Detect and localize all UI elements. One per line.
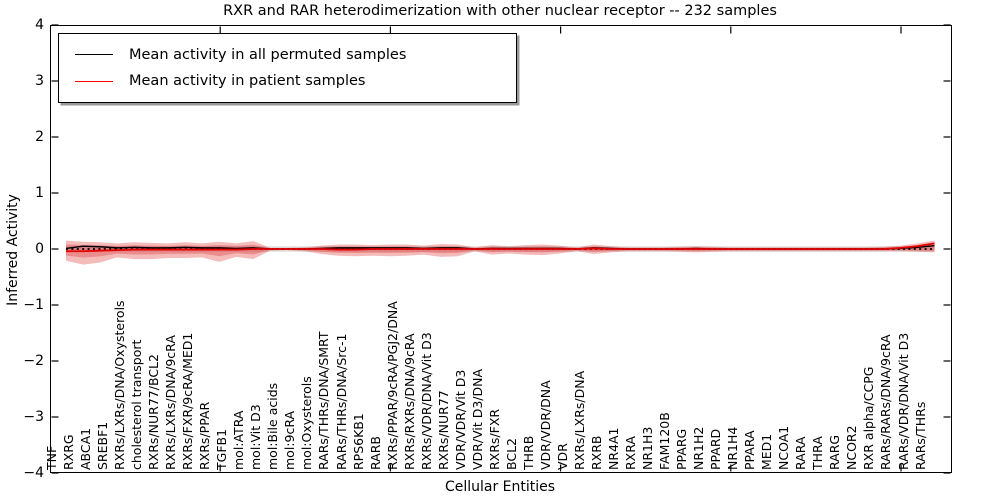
x-tick-label: RARs/THRs — [912, 401, 928, 470]
x-tick-label: cholesterol transport — [129, 339, 145, 470]
x-axis-label: Cellular Entities — [444, 479, 556, 495]
x-tick-label: ABCA1 — [78, 427, 94, 470]
x-tick-label: RXRs/PPAR — [197, 401, 213, 470]
y-tick-label: 4 — [35, 17, 44, 33]
x-tick-label: RXRB — [588, 435, 604, 470]
x-tick-label: THRB — [520, 435, 536, 470]
y-tick-label: 0 — [35, 241, 44, 257]
x-tick-label: RARG — [827, 434, 843, 470]
x-tick-label: RXRs/RXRs/DNA/9cRA — [401, 333, 417, 470]
x-tick-label: THRA — [810, 436, 826, 470]
x-tick-label: RXRs/PPAR/9cRA/PGJ2/DNA — [384, 301, 400, 470]
x-tick-label: RXRs/LXRs/DNA/9cRA — [163, 335, 179, 470]
y-axis-label: Inferred Activity — [5, 194, 21, 306]
x-tick-label: RXRs/FXR/9cRA/MED1 — [180, 332, 196, 470]
x-tick-label: NCOR2 — [844, 425, 860, 470]
y-tick-label: −3 — [23, 409, 44, 425]
x-tick-label: RXR alpha/CCPG — [861, 366, 877, 470]
x-tick-label: mol:Bile acids — [265, 382, 281, 470]
y-tick-label: −1 — [23, 297, 44, 313]
legend: Mean activity in all permuted samples Me… — [58, 33, 517, 103]
legend-item-permuted: Mean activity in all permuted samples — [59, 47, 516, 63]
x-tick-label: mol:Vit D3 — [248, 404, 264, 470]
x-tick-label: SREBF1 — [95, 421, 111, 470]
x-tick-label: RXRs/NUR77 — [435, 390, 451, 470]
x-tick-label: mol:Oxysterols — [299, 376, 315, 470]
y-tick-label: −2 — [23, 353, 44, 369]
x-tick-label: VDR — [554, 443, 570, 470]
chart-title: RXR and RAR heterodimerization with othe… — [223, 3, 777, 19]
x-tick-label: RXRG — [61, 434, 77, 470]
x-tick-label: RXRs/LXRs/DNA/Oxysterols — [112, 300, 128, 470]
legend-label: Mean activity in patient samples — [129, 73, 366, 90]
x-tick-label: PPARA — [742, 430, 758, 470]
x-tick-label: RXRs/VDR/DNA/Vit D3 — [418, 332, 434, 470]
x-tick-label: MED1 — [759, 433, 775, 470]
x-tick-label: RARs/VDR/DNA/Vit D3 — [895, 332, 911, 470]
x-tick-label: mol:9cRA — [282, 410, 298, 470]
x-tick-label: RXRA — [623, 436, 639, 470]
y-tick-label: −4 — [23, 465, 44, 481]
x-tick-label: TGFB1 — [214, 428, 230, 470]
x-tick-label: RXRs/LXRs/DNA — [571, 370, 587, 470]
y-tick-label: 2 — [35, 129, 44, 145]
x-tick-label: RXRs/FXR — [486, 408, 502, 470]
patient-line-sample-icon — [75, 80, 113, 82]
y-tick-label: 3 — [35, 73, 44, 89]
permuted-line-sample-icon — [75, 54, 113, 56]
plot-area — [50, 25, 952, 473]
x-tick-label: TNF — [44, 445, 59, 470]
x-tick-label: RARs/THRs/DNA/SMRT — [316, 331, 332, 470]
x-tick-label: FAM120B — [657, 412, 673, 470]
x-tick-label: BCL2 — [503, 437, 519, 470]
x-tick-label: RARs/RARs/DNA/9cRA — [878, 334, 894, 470]
x-tick-label: VDR/VDR/DNA — [537, 380, 553, 470]
legend-item-patient: Mean activity in patient samples — [59, 73, 516, 89]
x-tick-label: VDR/VDR/Vit D3 — [452, 369, 468, 470]
x-tick-label: NR1H3 — [640, 426, 656, 470]
x-tick-label: NR1H4 — [725, 426, 741, 470]
x-tick-label: NR4A1 — [605, 427, 621, 471]
x-tick-label: NCOA1 — [776, 425, 792, 470]
x-tick-label: PPARG — [674, 428, 690, 470]
patient-std-band-inner — [66, 244, 935, 258]
x-tick-label: RARA — [793, 436, 809, 470]
y-tick-label: 1 — [35, 185, 44, 201]
x-tick-label: RXRs/NUR77/BCL2 — [146, 354, 162, 470]
x-tick-label: VDR/Vit D3/DNA — [469, 368, 485, 470]
patient-std-band-outer — [66, 240, 935, 265]
x-tick-label: RARB — [367, 436, 383, 470]
x-tick-label: NR1H2 — [691, 426, 707, 470]
patient-mean-line — [66, 242, 935, 253]
x-tick-label: RARs/THRs/DNA/Src-1 — [333, 333, 349, 470]
x-tick-label: mol:ATRA — [231, 410, 247, 470]
x-tick-label: RPS6KB1 — [350, 413, 366, 470]
x-tick-label: PPARD — [708, 428, 724, 470]
axis-ticks — [51, 24, 951, 474]
legend-label: Mean activity in all permuted samples — [129, 46, 407, 63]
